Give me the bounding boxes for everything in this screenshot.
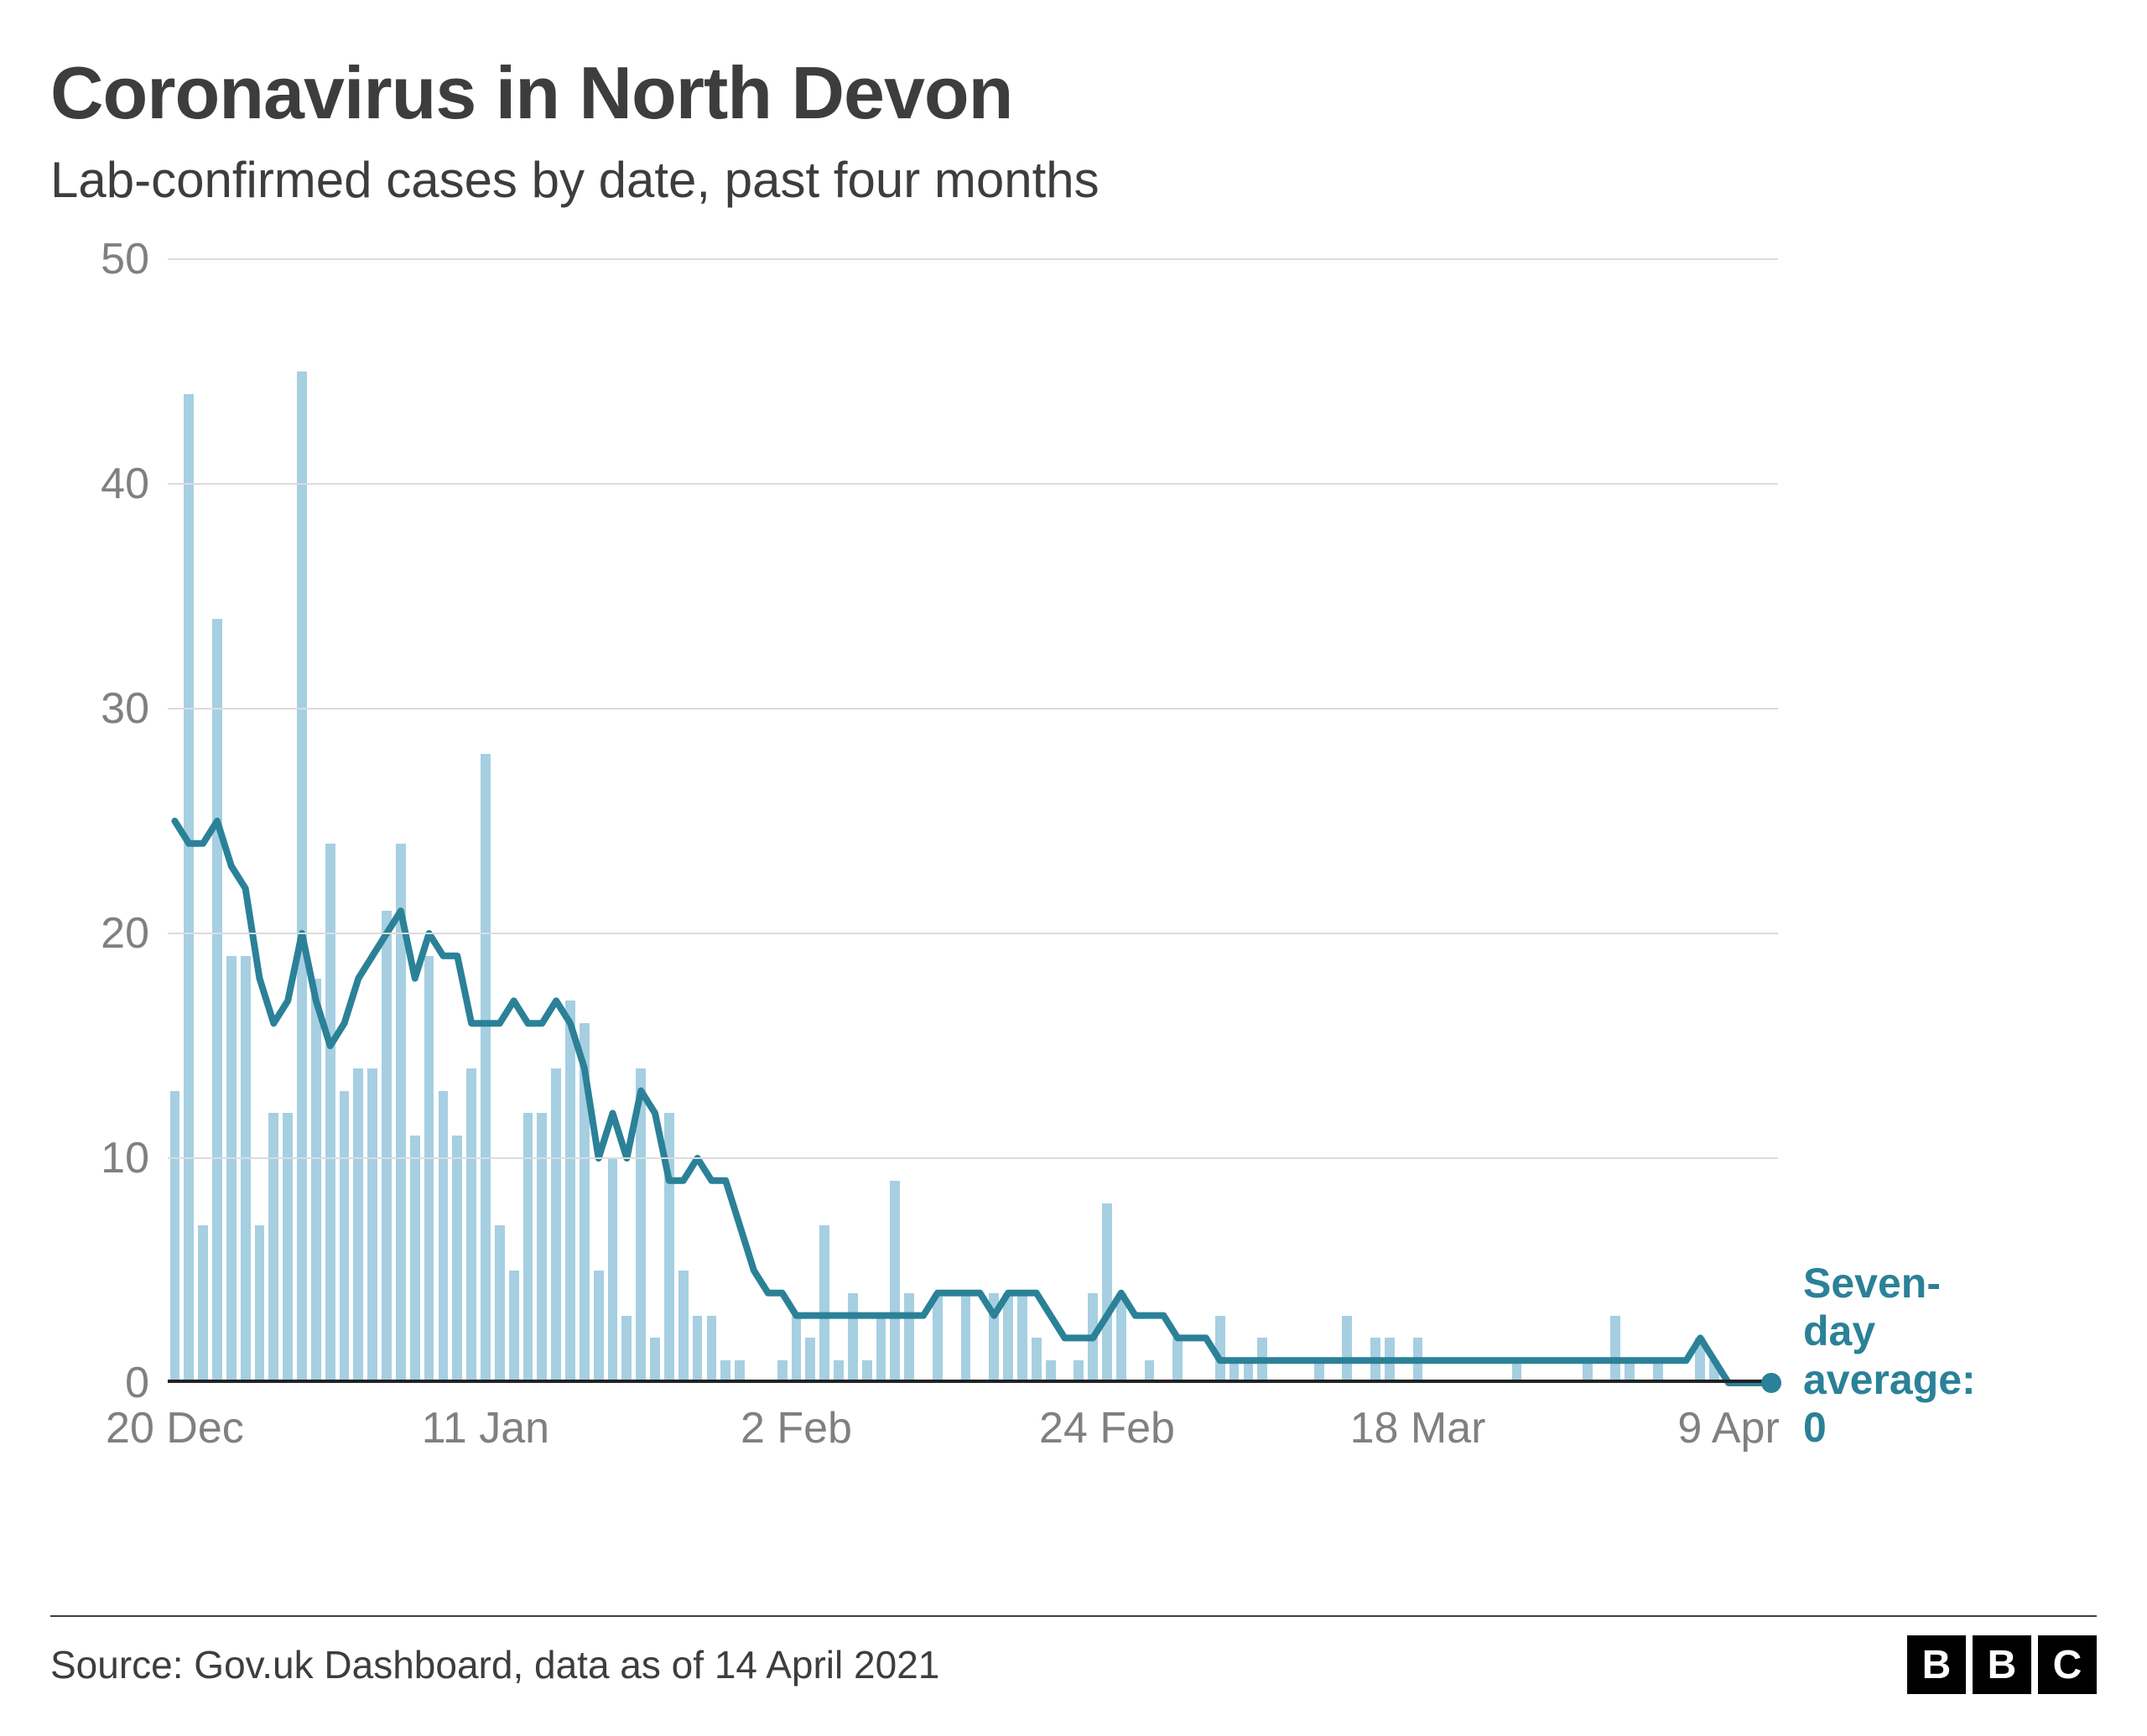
gridline — [168, 483, 1778, 485]
seven-day-average-line — [174, 821, 1770, 1383]
line-layer — [168, 259, 1778, 1383]
chart-subtitle: Lab-confirmed cases by date, past four m… — [50, 151, 2097, 209]
bbc-logo: BBC — [1907, 1635, 2097, 1694]
x-axis-label: 24 Feb — [1039, 1403, 1175, 1453]
footer-row: Source: Gov.uk Dashboard, data as of 14 … — [50, 1635, 2097, 1694]
bbc-logo-letter: B — [1907, 1635, 1966, 1694]
end-label-line: Seven-day — [1803, 1260, 1976, 1356]
gridline — [168, 933, 1778, 934]
end-label-value: 0 — [1803, 1404, 1976, 1453]
chart-container: Coronavirus in North Devon Lab-confirmed… — [0, 0, 2147, 1736]
chart-footer: Source: Gov.uk Dashboard, data as of 14 … — [50, 1615, 2097, 1694]
gridline — [168, 258, 1778, 260]
seven-day-average-label: Seven-dayaverage:0 — [1803, 1260, 1976, 1453]
bbc-logo-letter: B — [1973, 1635, 2031, 1694]
source-text: Source: Gov.uk Dashboard, data as of 14 … — [50, 1642, 939, 1687]
x-axis-label: 18 Mar — [1350, 1403, 1486, 1453]
y-axis-label: 10 — [101, 1133, 149, 1183]
x-axis-label: 11 Jan — [422, 1403, 549, 1453]
chart-title: Coronavirus in North Devon — [50, 50, 2097, 136]
plot-area: 0102030405020 Dec11 Jan2 Feb24 Feb18 Mar… — [168, 259, 1778, 1383]
y-axis-label: 0 — [125, 1358, 149, 1408]
plot-wrap: 0102030405020 Dec11 Jan2 Feb24 Feb18 Mar… — [50, 259, 2097, 1484]
line-end-dot — [1761, 1373, 1781, 1393]
gridline — [168, 1157, 1778, 1159]
x-axis-line — [168, 1380, 1778, 1383]
y-axis-label: 30 — [101, 683, 149, 734]
y-axis-label: 20 — [101, 908, 149, 959]
end-label-line: average: — [1803, 1356, 1976, 1405]
x-axis-label: 20 Dec — [106, 1403, 244, 1453]
gridline — [168, 708, 1778, 709]
bbc-logo-letter: C — [2038, 1635, 2097, 1694]
y-axis-label: 40 — [101, 459, 149, 509]
footer-rule — [50, 1615, 2097, 1617]
x-axis-label: 9 Apr — [1677, 1403, 1779, 1453]
x-axis-label: 2 Feb — [741, 1403, 852, 1453]
y-axis-label: 50 — [101, 234, 149, 284]
